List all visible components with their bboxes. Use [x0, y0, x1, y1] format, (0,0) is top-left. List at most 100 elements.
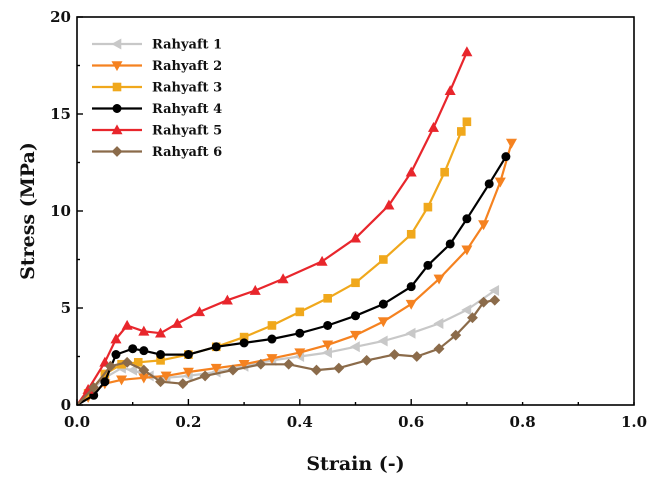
- data-point: [171, 317, 183, 328]
- data-point: [405, 327, 416, 339]
- x-axis-label: Strain (-): [306, 453, 404, 475]
- data-point: [361, 354, 373, 366]
- data-point: [283, 358, 295, 370]
- data-point: [110, 333, 122, 344]
- data-point: [405, 299, 417, 310]
- data-point: [433, 318, 444, 330]
- legend-marker: [111, 61, 123, 72]
- series-2: [76, 138, 517, 406]
- data-point: [333, 362, 345, 374]
- x-tick-label: 0.8: [510, 413, 536, 431]
- legend-entry: Rahyaft 3: [92, 81, 222, 96]
- y-tick-label: 10: [50, 202, 71, 220]
- ticks-layer: 0.0 0.2 0.4 0.6 0.8 1.0 0 5 10 15 20: [50, 8, 647, 431]
- data-point: [138, 364, 150, 376]
- x-tick-label: 0.6: [398, 413, 424, 431]
- data-point: [440, 167, 449, 177]
- data-point: [160, 371, 172, 382]
- legend-marker: [111, 124, 123, 135]
- data-point: [100, 377, 110, 387]
- data-point: [267, 334, 277, 344]
- data-point: [489, 285, 500, 297]
- legend-label: Rahyaft 5: [152, 124, 222, 139]
- series-6: [76, 294, 501, 406]
- data-point: [444, 85, 456, 96]
- data-point: [467, 312, 478, 324]
- x-tick-label: 0.4: [287, 413, 313, 431]
- data-point: [450, 329, 462, 341]
- data-point: [377, 335, 388, 347]
- data-point: [155, 376, 166, 388]
- legend-entry: Rahyaft 5: [92, 124, 222, 139]
- legend-label: Rahyaft 2: [152, 59, 222, 74]
- data-point: [423, 202, 433, 212]
- data-point: [323, 293, 332, 303]
- data-point: [349, 330, 362, 341]
- data-point: [111, 350, 121, 360]
- data-point: [249, 284, 261, 295]
- data-point: [266, 354, 278, 365]
- data-point: [433, 343, 445, 355]
- data-point: [322, 340, 334, 351]
- legend-entry: Rahyaft 1: [92, 38, 222, 53]
- legend-entry: Rahyaft 2: [92, 59, 222, 74]
- data-point: [494, 177, 506, 188]
- data-point: [478, 296, 490, 308]
- series-5: [76, 46, 473, 406]
- data-point: [489, 294, 501, 306]
- data-point: [411, 351, 423, 362]
- series-1: [76, 285, 500, 406]
- x-tick-label: 0.2: [175, 413, 201, 431]
- legend: Rahyaft 1 Rahyaft 2 Rahyaft 3 Rahyaft 4 Rahy…: [92, 38, 222, 160]
- data-point: [405, 166, 417, 177]
- legend-marker: [111, 146, 123, 157]
- legend-label: Rahyaft 1: [152, 38, 222, 53]
- data-point: [462, 214, 472, 224]
- data-point: [277, 273, 289, 284]
- legend-label: Rahyaft 4: [152, 102, 222, 117]
- data-point: [433, 274, 445, 285]
- data-point: [461, 304, 472, 316]
- legend-label: Rahyaft 6: [152, 145, 222, 160]
- series-layer: [76, 46, 517, 406]
- series-line: [76, 299, 495, 406]
- legend-marker: [111, 38, 122, 50]
- data-point: [406, 282, 416, 292]
- data-point: [238, 359, 250, 370]
- data-point: [127, 364, 137, 376]
- data-point: [478, 220, 490, 231]
- legend-entry: Rahyaft 4: [92, 102, 222, 117]
- data-point: [227, 364, 239, 376]
- data-point: [211, 342, 221, 352]
- y-tick-label: 5: [61, 299, 71, 317]
- data-point: [210, 363, 222, 374]
- data-point: [182, 367, 194, 378]
- data-point: [461, 46, 473, 57]
- data-point: [255, 358, 267, 370]
- data-point: [194, 306, 206, 317]
- data-point: [183, 350, 193, 360]
- data-point: [445, 239, 455, 249]
- data-point: [155, 327, 167, 338]
- data-point: [88, 382, 100, 393]
- data-point: [457, 127, 466, 136]
- data-point: [295, 328, 305, 338]
- data-point: [199, 370, 211, 382]
- series-4: [76, 152, 511, 406]
- data-point: [128, 344, 138, 354]
- data-point: [461, 245, 473, 256]
- data-point: [323, 320, 333, 330]
- data-point: [267, 321, 277, 330]
- data-point: [177, 378, 189, 390]
- data-point: [349, 232, 362, 243]
- legend-marker: [112, 104, 122, 114]
- data-point: [139, 346, 149, 356]
- x-tick-label: 1.0: [621, 413, 647, 431]
- data-point: [104, 360, 116, 372]
- data-point: [378, 299, 388, 309]
- data-point: [121, 356, 133, 368]
- data-point: [349, 341, 360, 353]
- data-point: [350, 311, 360, 321]
- y-tick-label: 0: [61, 396, 71, 414]
